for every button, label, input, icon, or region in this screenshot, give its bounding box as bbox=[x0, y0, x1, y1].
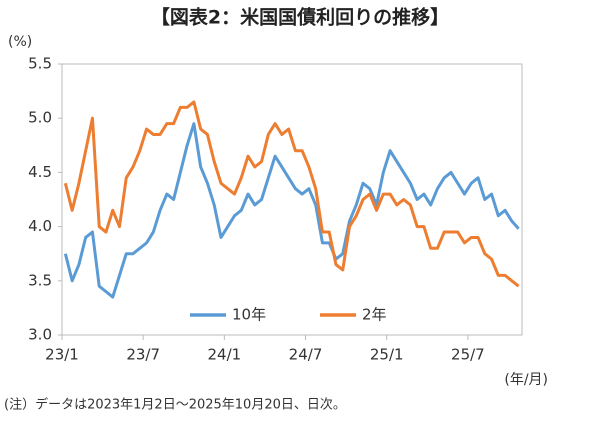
y-tick-label: 4.0 bbox=[28, 217, 52, 235]
y-tick-label: 5.0 bbox=[28, 109, 52, 127]
series-line bbox=[63, 122, 520, 299]
y-tick-label: 3.5 bbox=[28, 271, 52, 289]
x-tick-label: 23/7 bbox=[126, 346, 160, 364]
x-tick-label: 25/1 bbox=[370, 346, 404, 364]
y-tick-label: 4.5 bbox=[28, 163, 52, 181]
plot-frame bbox=[61, 63, 523, 336]
x-unit: (年/月) bbox=[504, 372, 548, 388]
y-tick-label: 5.5 bbox=[28, 55, 52, 73]
x-tick-label: 23/1 bbox=[45, 346, 79, 364]
note: (注）データは2023年1月2日～2025年10月20日、日次。 bbox=[4, 397, 346, 413]
legend-label: 2年 bbox=[362, 306, 387, 324]
x-tick-label: 24/7 bbox=[289, 346, 323, 364]
y-unit: (%) bbox=[8, 34, 32, 50]
legend-label: 10年 bbox=[232, 306, 266, 324]
series-line bbox=[63, 100, 520, 288]
y-tick-label: 3.0 bbox=[28, 326, 52, 344]
x-tick-label: 25/7 bbox=[451, 346, 485, 364]
chart-title: 【図表2：米国国債利回りの推移】 bbox=[151, 6, 449, 29]
x-tick-label: 24/1 bbox=[208, 346, 242, 364]
